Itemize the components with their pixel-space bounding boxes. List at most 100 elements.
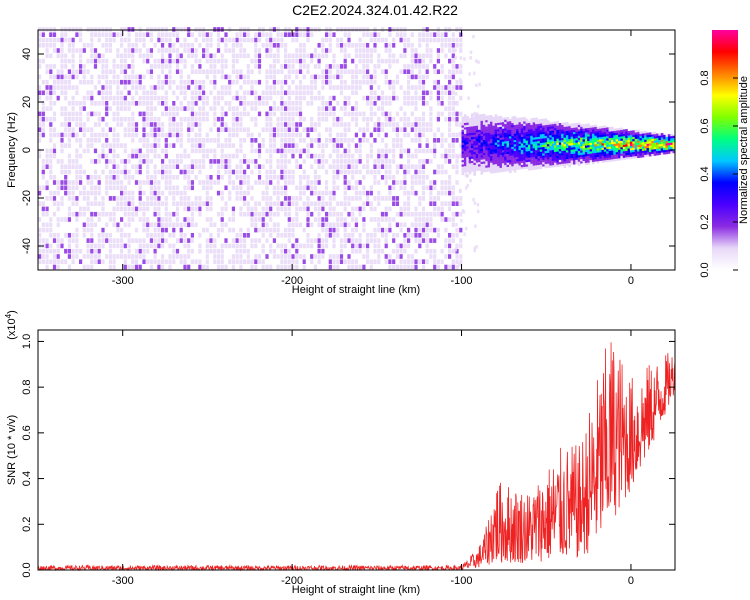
spectrogram-signal-cell bbox=[551, 132, 555, 135]
spectrogram-signal-cell bbox=[523, 123, 526, 126]
spectrogram-noise-cell bbox=[64, 248, 68, 254]
spectrogram-noise-cell bbox=[358, 111, 362, 117]
spectrogram-signal-cell bbox=[492, 142, 495, 146]
spectrogram-noise-cell bbox=[56, 248, 60, 254]
spectrogram-noise-cell bbox=[90, 143, 94, 148]
spectrogram-noise-cell bbox=[157, 122, 161, 127]
spectrogram-signal-cell bbox=[525, 164, 529, 167]
spectrogram-noise-cell bbox=[429, 122, 433, 127]
spectrogram-noise-cell bbox=[287, 259, 291, 264]
spectrogram-noise-cell bbox=[343, 106, 347, 111]
spectrogram-noise-cell bbox=[418, 243, 422, 249]
spectrogram-signal-cell bbox=[625, 144, 628, 147]
spectrogram-noise-cell bbox=[216, 211, 221, 217]
spectrogram-signal-cell bbox=[622, 153, 626, 156]
spectrogram-noise-cell bbox=[172, 248, 176, 254]
spectrogram-signal-cell bbox=[504, 158, 507, 161]
spectrogram-noise-cell bbox=[209, 69, 213, 74]
spectrogram-noise-cell bbox=[187, 138, 191, 143]
spectrogram-noise-cell bbox=[243, 127, 247, 132]
spectrogram-noise-cell bbox=[276, 116, 280, 122]
spectrogram-noise-cell bbox=[269, 116, 273, 122]
spectrogram-signal-cell bbox=[608, 129, 612, 132]
spectrogram-noise-cell bbox=[354, 185, 358, 191]
spectrogram-noise-cell bbox=[79, 259, 83, 264]
spectrogram-signal-cell bbox=[575, 135, 578, 139]
spectrogram-noise-cell bbox=[321, 148, 325, 154]
spectrogram-signal-cell bbox=[592, 140, 595, 143]
spectrogram-noise-cell bbox=[347, 101, 351, 106]
spectrogram-noise-cell bbox=[71, 43, 75, 48]
spectrogram-noise-cell bbox=[339, 254, 344, 259]
spectrogram-signal-cell bbox=[568, 160, 571, 163]
spectrogram-signal-cell bbox=[471, 121, 474, 125]
spectrogram-noise-cell bbox=[459, 56, 462, 60]
spectrogram-noise-cell bbox=[231, 206, 235, 212]
spectrogram-noise-cell bbox=[213, 248, 217, 254]
spectrogram-signal-cell bbox=[589, 144, 593, 148]
spectrogram-noise-cell bbox=[131, 95, 135, 101]
spectrogram-noise-cell bbox=[373, 111, 377, 117]
spectrogram-signal-cell bbox=[478, 114, 481, 117]
spectrogram-signal-cell bbox=[525, 151, 529, 154]
spectrogram-noise-cell bbox=[209, 175, 213, 180]
spectrogram-noise-cell bbox=[93, 48, 98, 53]
spectrogram-signal-cell bbox=[539, 160, 543, 163]
spectrogram-noise-cell bbox=[75, 32, 79, 37]
spectrogram-noise-cell bbox=[347, 32, 351, 37]
spectrogram-noise-cell bbox=[56, 243, 60, 249]
spectrogram-noise-cell bbox=[123, 254, 127, 259]
spectrogram-noise-cell bbox=[280, 122, 284, 127]
spectrogram-noise-cell bbox=[198, 122, 202, 127]
spectrogram-signal-cell bbox=[565, 160, 569, 164]
spectrogram-noise-cell bbox=[418, 116, 422, 122]
spectrogram-noise-cell bbox=[86, 227, 90, 233]
spectrogram-signal-cell bbox=[603, 127, 607, 131]
spectrogram-noise-cell bbox=[116, 169, 120, 175]
spectrogram-noise-cell bbox=[228, 259, 232, 264]
spectrogram-signal-cell bbox=[471, 167, 474, 170]
spectrogram-noise-cell bbox=[243, 169, 247, 175]
spectrogram-noise-cell bbox=[209, 185, 213, 191]
spectrogram-noise-cell bbox=[138, 153, 142, 159]
spectrogram-noise-cell bbox=[377, 222, 381, 228]
spectrogram-signal-cell bbox=[532, 137, 536, 140]
spectrogram-noise-cell bbox=[235, 37, 239, 43]
spectrogram-signal-cell bbox=[525, 144, 529, 148]
spectrogram-noise-cell bbox=[254, 79, 258, 85]
spectrogram-noise-cell bbox=[455, 37, 459, 43]
spectrogram-noise-cell bbox=[138, 254, 142, 259]
spectrogram-noise-cell bbox=[280, 264, 284, 270]
spectrogram-noise-cell bbox=[328, 64, 332, 69]
spectrogram-noise-cell bbox=[224, 64, 228, 69]
spectrogram-noise-cell bbox=[49, 138, 53, 143]
spectrogram-noise-cell bbox=[90, 248, 94, 254]
spectrogram-signal-cell bbox=[594, 154, 597, 158]
spectrogram-noise-cell bbox=[187, 196, 191, 201]
spectrogram-noise-cell bbox=[321, 74, 325, 80]
spectrogram-noise-cell bbox=[209, 58, 213, 64]
spectrogram-noise-cell bbox=[384, 169, 388, 175]
spectrogram-noise-cell bbox=[142, 90, 146, 96]
spectrogram-noise-cell bbox=[373, 233, 377, 238]
spectrogram-noise-cell bbox=[384, 233, 388, 238]
spectrogram-signal-cell bbox=[466, 116, 469, 119]
spectrogram-noise-cell bbox=[351, 243, 355, 249]
spectrogram-noise-cell bbox=[153, 196, 157, 201]
spectrogram-noise-cell bbox=[224, 127, 228, 132]
spectrogram-noise-cell bbox=[190, 185, 194, 191]
spectrogram-noise-cell bbox=[75, 90, 79, 96]
spectrogram-noise-cell bbox=[202, 143, 206, 148]
spectrogram-noise-cell bbox=[358, 238, 362, 243]
spectrogram-noise-cell bbox=[362, 116, 366, 122]
spectrogram-signal-cell bbox=[468, 154, 472, 157]
spectrogram-noise-cell bbox=[407, 254, 411, 259]
spectrogram-noise-cell bbox=[325, 79, 329, 85]
spectrogram-noise-cell bbox=[410, 95, 414, 101]
spectrogram-noise-cell bbox=[339, 248, 344, 254]
spectrogram-signal-cell bbox=[473, 121, 476, 124]
spectrogram-noise-cell bbox=[261, 138, 265, 143]
spectrogram-noise-cell bbox=[362, 48, 366, 53]
spectrogram-signal-cell bbox=[511, 118, 514, 121]
spectrogram-noise-cell bbox=[93, 64, 98, 69]
